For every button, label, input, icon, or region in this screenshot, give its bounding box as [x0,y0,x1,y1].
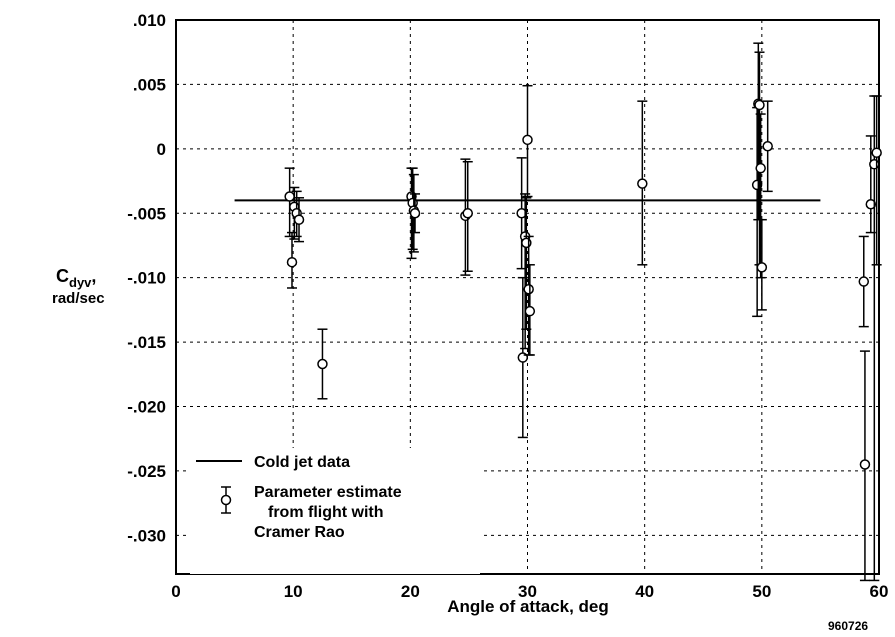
plot-frame [175,19,880,575]
estimate-marker [637,178,648,189]
y-tick-label: -.025 [127,462,166,481]
legend-label-cold-jet: Cold jet data [254,454,350,471]
x-tick-label: 0 [171,582,180,601]
estimate-point [522,84,533,198]
estimate-marker [524,305,536,317]
estimate-marker [865,198,877,210]
estimate-marker [521,237,532,249]
x-tick-label: 10 [284,582,303,601]
estimate-point [524,264,536,356]
estimate-marker [859,459,871,470]
y-axis-title: Cdyv, rad/sec [52,266,105,307]
estimate-marker [522,134,533,146]
estimate-marker [858,276,870,287]
x-tick-label: 20 [401,582,420,601]
estimate-marker [871,147,882,158]
estimate-point [517,276,529,439]
x-tick-label: 60 [870,582,889,601]
estimate-marker [869,159,880,170]
estimate-point [754,51,765,266]
estimate-marker [286,256,298,268]
y-tick-label: -.030 [127,526,166,545]
estimate-point [756,218,768,311]
estimate-point [284,167,295,238]
y-tick-label: -.015 [127,333,166,352]
estimate-marker [523,284,534,295]
legend-errorbar-swatch [220,486,232,514]
y-tick-label: -.005 [127,204,166,223]
estimate-marker [462,208,473,219]
y-tick-label: -.020 [127,398,166,417]
estimate-point [865,135,877,234]
x-axis-title: Angle of attack, deg [447,597,609,616]
x-axis: 0 10 20 30 40 50 60 [171,582,888,601]
y-tick-label: 0 [157,140,166,159]
series-layer [234,42,882,582]
estimate-point [858,235,870,328]
estimate-marker [762,141,773,152]
estimate-point [762,100,773,193]
y-axis: .010 .005 0 -.005 -.010 -.015 -.020 -.025 -.030 [127,11,166,545]
x-tick-label: 40 [635,582,654,601]
x-tick-label: 30 [518,582,537,601]
x-tick-label: 50 [752,582,771,601]
y-axis-title-subscript: dyv [69,275,92,290]
estimate-marker [754,99,765,111]
estimate-point [637,100,648,266]
estimate-point [293,197,305,243]
y-tick-label: -.010 [127,269,166,288]
estimate-marker [409,208,421,219]
estimate-point [317,328,328,400]
estimate-point [871,95,882,266]
figure-id: 960726 [828,619,868,633]
legend-label-estimate-line2: from flight with [268,504,384,521]
legend: Cold jet data Parameter estimate from fl… [190,448,480,574]
estimate-point [755,113,766,279]
y-tick-label: .005 [133,75,166,94]
estimate-marker [284,191,295,202]
estimate-point [859,350,871,582]
estimate-point [462,160,473,272]
estimate-marker [755,162,766,174]
estimate-marker [293,214,305,225]
legend-label-estimate-line3: Cramer Rao [254,524,345,541]
estimate-marker [317,358,328,370]
estimate-point [409,193,421,234]
y-axis-title-symbol: Cdyv, [56,266,96,290]
y-tick-label: .010 [133,11,166,30]
y-axis-title-units: rad/sec [52,290,105,307]
legend-label-estimate-line1: Parameter estimate [254,484,402,501]
legend-background [190,448,480,574]
estimate-marker [756,262,768,273]
estimate-point [286,231,298,289]
